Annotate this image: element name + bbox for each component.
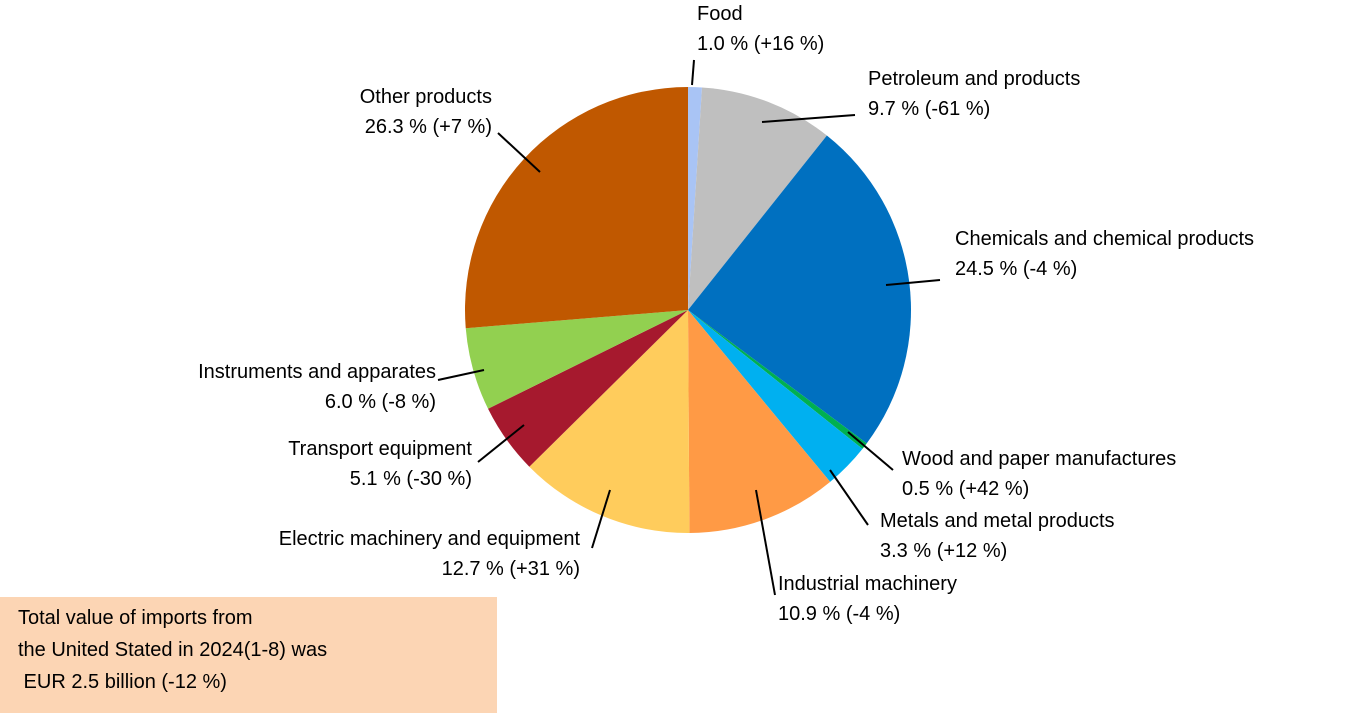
value-label: 24.5 % (-4 %) [955, 258, 1077, 280]
value-label: 26.3 % (+7 %) [365, 116, 492, 138]
leader-line [691, 59, 695, 86]
value-label: 12.7 % (+31 %) [442, 558, 580, 580]
value-label: 0.5 % (+42 %) [902, 478, 1029, 500]
slice-label: Food [697, 3, 743, 25]
value-label: 9.7 % (-61 %) [868, 98, 990, 120]
leader-line [497, 132, 541, 173]
pie-slice [688, 135, 912, 444]
value-label: 1.0 % (+16 %) [697, 33, 824, 55]
pie-slice [688, 310, 867, 449]
leader-line [761, 114, 856, 123]
value-label: 5.1 % (-30 %) [350, 468, 472, 490]
leader-line [829, 469, 869, 526]
leader-line [847, 431, 894, 471]
slice-label: Petroleum and products [868, 68, 1080, 90]
slice-label: Other products [360, 86, 492, 108]
slice-label: Wood and paper manufactures [902, 448, 1176, 470]
pie-slice [465, 87, 688, 329]
slice-label: Instruments and apparates [198, 361, 436, 383]
value-label: 6.0 % (-8 %) [325, 391, 436, 413]
annotation-line: the United Stated in 2024(1-8) was [18, 639, 327, 661]
leader-line [437, 369, 485, 381]
pie-slice [688, 87, 703, 310]
leader-line [885, 279, 941, 286]
value-label: 3.3 % (+12 %) [880, 540, 1007, 562]
annotation-line: EUR 2.5 billion (-12 %) [18, 671, 227, 693]
slice-label: Industrial machinery [778, 573, 957, 595]
slice-label: Transport equipment [288, 438, 472, 460]
pie-slice [529, 310, 690, 533]
pie-slice [465, 310, 688, 409]
pie-slice [488, 310, 688, 467]
pie-slice [688, 87, 827, 311]
annotation-line: Total value of imports from [18, 607, 253, 629]
leader-line [477, 424, 525, 463]
annotation-box [0, 597, 497, 713]
slice-label: Electric machinery and equipment [279, 528, 581, 550]
leader-line [591, 489, 611, 549]
pie-slice [688, 310, 831, 533]
slice-label: Metals and metal products [880, 510, 1115, 532]
value-label: 10.9 % (-4 %) [778, 603, 900, 625]
pie-slice [688, 310, 863, 482]
slice-label: Chemicals and chemical products [955, 228, 1254, 250]
leader-line [755, 489, 776, 596]
